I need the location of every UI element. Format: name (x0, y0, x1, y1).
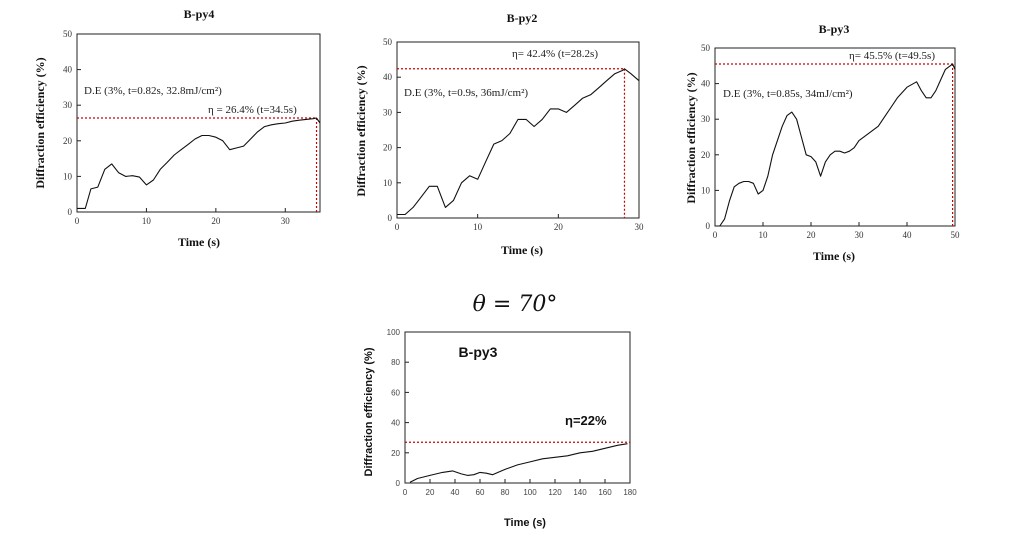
chart-panel-b-py3: B-py3 Diffraction efficiency (%) Time (s… (680, 0, 1031, 270)
chart-title: B-py2 (507, 11, 538, 25)
plot-frame (396, 41, 640, 219)
y-axis-label: Diffraction efficiency (%) (354, 65, 368, 196)
annotation-eta: η= 42.4% (t=28.2s) (512, 48, 598, 60)
y-tick-label: 60 (391, 388, 400, 397)
x-tick-label: 20 (211, 216, 221, 226)
x-tick-label: 0 (395, 222, 400, 232)
x-tick-label: 80 (501, 488, 510, 497)
x-tick-label: 0 (75, 216, 80, 226)
chart-panel-b-py2: B-py2 Diffraction efficiency (%) Time (s… (340, 0, 680, 260)
y-tick-label: 10 (63, 171, 73, 181)
x-tick-label: 60 (476, 488, 485, 497)
y-tick-label: 0 (396, 479, 401, 488)
x-tick-label: 10 (473, 222, 483, 232)
y-tick-label: 30 (383, 107, 393, 117)
chart-b-py4: B-py4 Diffraction efficiency (%) Time (s… (33, 7, 321, 249)
series-line (409, 443, 628, 483)
chart-b-py3: B-py3 Diffraction efficiency (%) Time (s… (684, 22, 961, 263)
y-tick-label: 50 (701, 43, 711, 53)
annotation-de: D.E (3%, t=0.82s, 32.8mJ/cm²) (84, 85, 222, 97)
annotation-de: D.E (3%, t=0.9s, 36mJ/cm²) (404, 87, 528, 99)
y-tick-label: 40 (701, 79, 711, 89)
x-axis-label: Time (s) (501, 243, 543, 257)
chart-panel-b-py4: B-py4 Diffraction efficiency (%) Time (s… (0, 0, 340, 260)
chart-title: B-py3 (819, 22, 850, 36)
y-tick-label: 20 (391, 449, 400, 458)
x-tick-label: 20 (554, 222, 564, 232)
annotation-de: D.E (3%, t=0.85s, 34mJ/cm²) (723, 88, 853, 100)
chart-b-py2: B-py2 Diffraction efficiency (%) Time (s… (354, 11, 645, 257)
x-tick-label: 20 (426, 488, 435, 497)
x-tick-label: 30 (281, 216, 291, 226)
x-tick-label: 0 (403, 488, 408, 497)
y-tick-label: 40 (391, 419, 400, 428)
annotation-eta: η= 45.5% (t=49.5s) (849, 50, 935, 62)
y-tick-label: 50 (63, 29, 73, 39)
y-tick-label: 100 (387, 328, 401, 337)
x-axis-label: Time (s) (813, 249, 855, 263)
plot-frame (714, 47, 956, 227)
x-tick-label: 100 (523, 488, 537, 497)
y-tick-label: 0 (388, 213, 393, 223)
chart-panel-b-py3-70deg: B-py3 Diffraction efficiency (%) Time (s… (350, 320, 670, 540)
x-tick-label: 40 (903, 230, 913, 240)
y-tick-label: 0 (706, 221, 711, 231)
x-tick-label: 20 (807, 230, 817, 240)
y-tick-label: 0 (68, 207, 73, 217)
chart-b-py3-70deg: B-py3 Diffraction efficiency (%) Time (s… (363, 328, 637, 529)
y-axis-label: Diffraction efficiency (%) (363, 347, 375, 476)
y-tick-label: 30 (701, 114, 711, 124)
annotation-eta: η=22% (565, 413, 607, 428)
angle-heading: θ = 70° (472, 292, 558, 317)
x-tick-label: 10 (759, 230, 769, 240)
y-axis-label: Diffraction efficiency (%) (33, 57, 47, 188)
x-axis-label: Time (s) (504, 517, 546, 529)
y-tick-label: 20 (701, 150, 711, 160)
y-tick-label: 10 (701, 185, 711, 195)
x-tick-label: 30 (855, 230, 865, 240)
x-tick-label: 160 (598, 488, 612, 497)
x-axis-label: Time (s) (178, 235, 220, 249)
x-tick-label: 30 (635, 222, 645, 232)
x-tick-label: 140 (573, 488, 587, 497)
series-line (77, 117, 321, 209)
x-tick-label: 120 (548, 488, 562, 497)
chart-title: B-py3 (459, 344, 498, 360)
x-tick-label: 0 (713, 230, 718, 240)
y-tick-label: 50 (383, 37, 393, 47)
y-tick-label: 20 (63, 136, 73, 146)
annotation-eta: η = 26.4% (t=34.5s) (208, 104, 297, 116)
y-tick-label: 40 (63, 65, 73, 75)
x-tick-label: 180 (623, 488, 637, 497)
x-tick-label: 50 (951, 230, 961, 240)
y-tick-label: 80 (391, 358, 400, 367)
y-tick-label: 40 (383, 72, 393, 82)
y-tick-label: 10 (383, 178, 393, 188)
plot-frame (404, 331, 631, 484)
chart-title: B-py4 (184, 7, 215, 21)
x-tick-label: 10 (142, 216, 152, 226)
series-line (715, 63, 956, 227)
series-line (397, 68, 640, 216)
x-tick-label: 40 (451, 488, 460, 497)
y-axis-label: Diffraction efficiency (%) (684, 72, 698, 203)
y-tick-label: 30 (63, 100, 73, 110)
y-tick-label: 20 (383, 143, 393, 153)
